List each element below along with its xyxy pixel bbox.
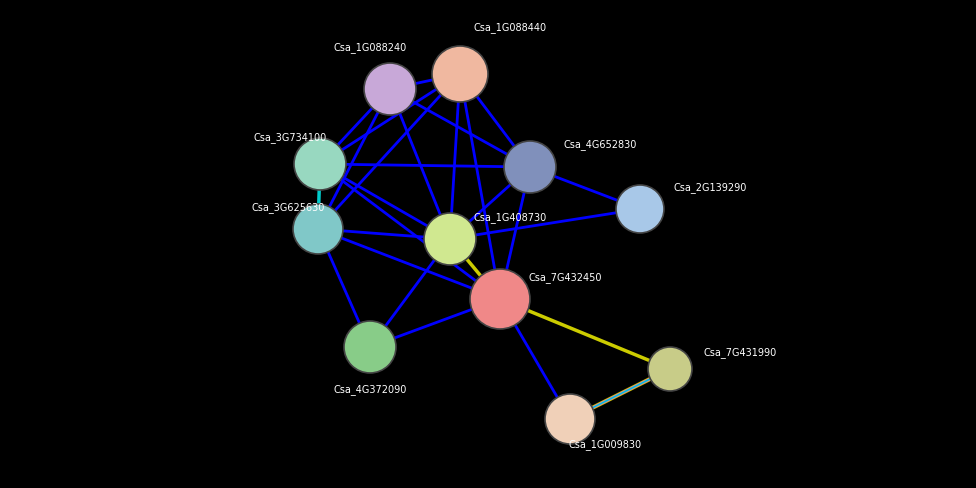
Text: Csa_3G625630: Csa_3G625630	[251, 202, 325, 213]
Circle shape	[504, 142, 556, 194]
Text: Csa_7G431990: Csa_7G431990	[704, 347, 777, 358]
Circle shape	[648, 347, 692, 391]
Text: Csa_1G009830: Csa_1G009830	[568, 439, 641, 449]
Circle shape	[294, 139, 346, 191]
Text: Csa_4G652830: Csa_4G652830	[563, 139, 636, 150]
Text: Csa_1G408730: Csa_1G408730	[473, 212, 547, 223]
Circle shape	[470, 269, 530, 329]
Circle shape	[293, 204, 343, 254]
Text: Csa_1G088240: Csa_1G088240	[334, 42, 407, 53]
Text: Csa_3G734100: Csa_3G734100	[254, 132, 327, 143]
Text: Csa_1G088440: Csa_1G088440	[473, 22, 547, 33]
Circle shape	[344, 321, 396, 373]
Text: Csa_7G432450: Csa_7G432450	[528, 272, 602, 283]
Text: Csa_2G139290: Csa_2G139290	[673, 182, 747, 193]
Circle shape	[424, 214, 476, 265]
Circle shape	[545, 394, 595, 444]
Circle shape	[616, 185, 664, 234]
Text: Csa_4G372090: Csa_4G372090	[334, 384, 407, 395]
Circle shape	[364, 64, 416, 116]
Circle shape	[432, 47, 488, 103]
